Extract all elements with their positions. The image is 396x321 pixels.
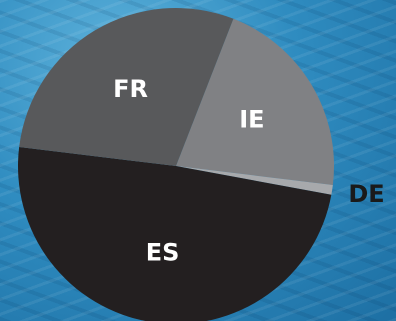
pie-slice [176, 18, 334, 185]
slice-label: ES [146, 238, 180, 266]
slice-label: IE [239, 106, 264, 134]
pie-slice [19, 7, 234, 166]
pie-slice [18, 147, 332, 321]
slice-label: FR [113, 75, 148, 103]
slice-label: DE [348, 180, 384, 208]
pie-slice [176, 166, 333, 195]
